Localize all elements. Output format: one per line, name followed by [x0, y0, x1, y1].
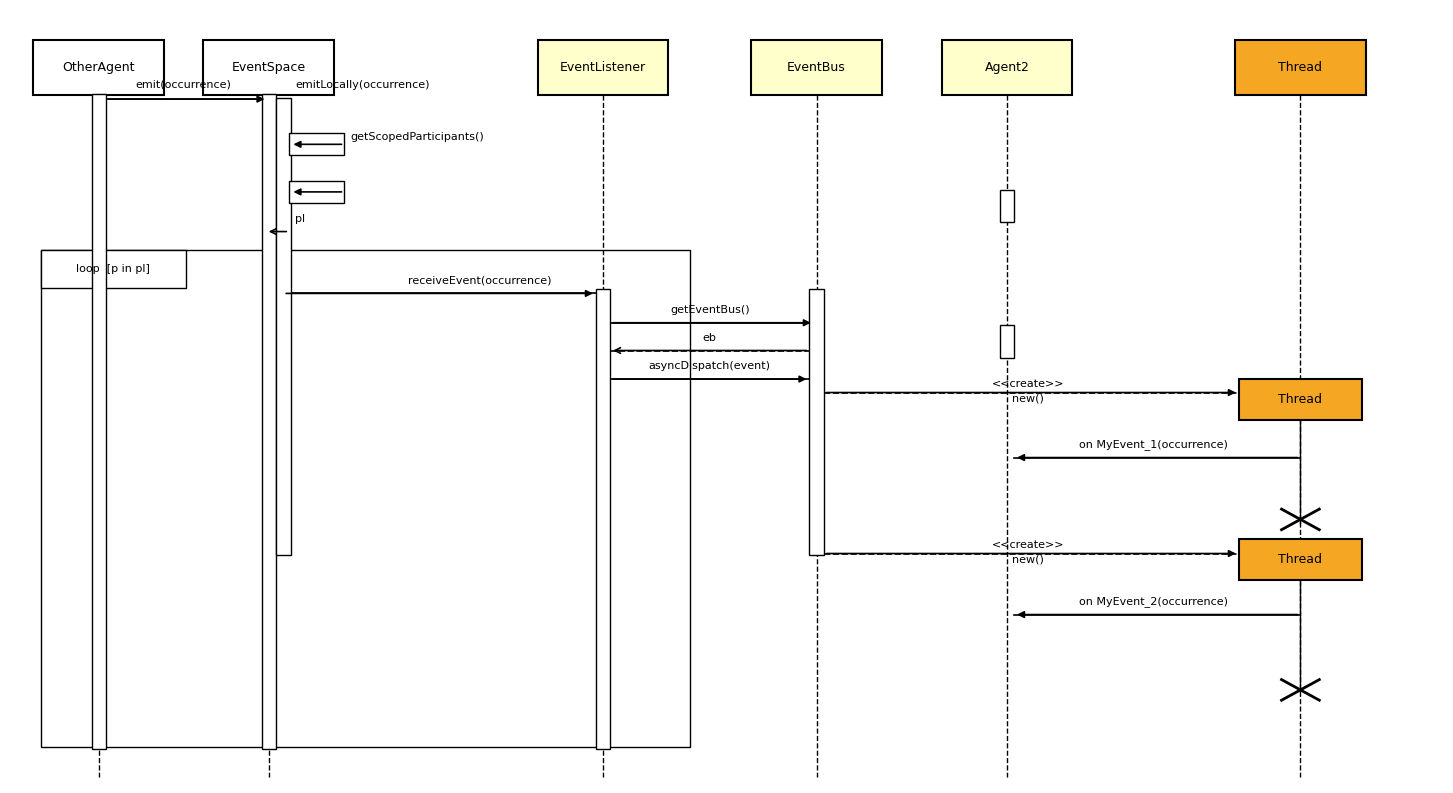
Text: on MyEvent_2(occurrence): on MyEvent_2(occurrence) — [1080, 596, 1228, 607]
Text: pl: pl — [295, 213, 305, 224]
Text: receiveEvent(occurrence): receiveEvent(occurrence) — [408, 275, 551, 285]
Text: EventListener: EventListener — [559, 61, 647, 74]
FancyBboxPatch shape — [809, 289, 824, 555]
FancyBboxPatch shape — [33, 40, 164, 95]
Text: new(): new() — [1011, 393, 1043, 404]
FancyBboxPatch shape — [751, 40, 882, 95]
FancyBboxPatch shape — [262, 94, 276, 749]
Text: Thread: Thread — [1279, 554, 1322, 566]
Text: EventSpace: EventSpace — [231, 61, 307, 74]
FancyBboxPatch shape — [1000, 325, 1014, 358]
Text: Thread: Thread — [1279, 61, 1322, 74]
FancyBboxPatch shape — [596, 289, 610, 749]
FancyBboxPatch shape — [41, 250, 186, 288]
Text: EventBus: EventBus — [788, 61, 846, 74]
FancyBboxPatch shape — [276, 98, 291, 555]
Text: loop  [p in pl]: loop [p in pl] — [77, 264, 150, 274]
Text: getEventBus(): getEventBus() — [670, 305, 750, 315]
Text: Thread: Thread — [1279, 393, 1322, 406]
Text: Agent2: Agent2 — [985, 61, 1029, 74]
FancyBboxPatch shape — [92, 94, 106, 749]
FancyBboxPatch shape — [538, 40, 668, 95]
Text: on MyEvent_1(occurrence): on MyEvent_1(occurrence) — [1080, 439, 1228, 450]
Text: <<create>>: <<create>> — [991, 379, 1064, 389]
FancyBboxPatch shape — [1238, 379, 1363, 420]
Text: emit(occurrence): emit(occurrence) — [137, 79, 231, 90]
Text: <<create>>: <<create>> — [991, 540, 1064, 550]
Text: OtherAgent: OtherAgent — [62, 61, 135, 74]
Text: asyncDispatch(event): asyncDispatch(event) — [649, 361, 770, 371]
Text: emitLocally(occurrence): emitLocally(occurrence) — [295, 79, 430, 90]
Text: getScopedParticipants(): getScopedParticipants() — [350, 132, 484, 142]
FancyBboxPatch shape — [289, 133, 344, 155]
FancyBboxPatch shape — [289, 181, 344, 203]
FancyBboxPatch shape — [1000, 190, 1014, 222]
Text: new(): new() — [1011, 554, 1043, 565]
Text: eb: eb — [703, 332, 716, 343]
FancyBboxPatch shape — [1238, 539, 1363, 580]
FancyBboxPatch shape — [942, 40, 1072, 95]
FancyBboxPatch shape — [1235, 40, 1366, 95]
FancyBboxPatch shape — [203, 40, 334, 95]
